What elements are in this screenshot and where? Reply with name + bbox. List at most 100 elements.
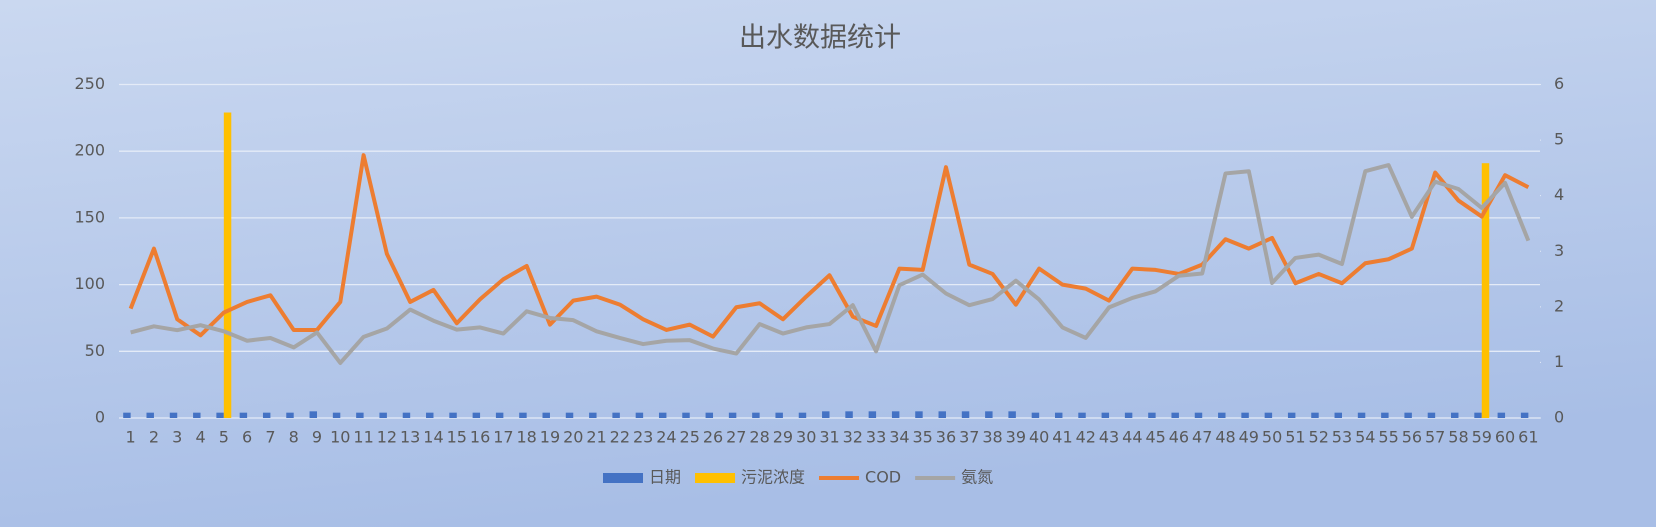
x-tick-label: 22 xyxy=(610,428,630,447)
bar xyxy=(1520,412,1529,418)
x-tick-label: 17 xyxy=(493,428,513,447)
x-tick-label: 57 xyxy=(1425,428,1445,447)
bar xyxy=(1481,163,1490,418)
bar xyxy=(612,412,620,418)
x-tick-label: 51 xyxy=(1285,428,1305,447)
chart-title: 出水数据统计 xyxy=(739,23,901,54)
y2-tick-label: 0 xyxy=(1554,408,1564,427)
bar xyxy=(1218,412,1226,418)
x-tick-label: 3 xyxy=(172,428,182,447)
legend-marker xyxy=(603,473,643,483)
bar xyxy=(356,412,364,418)
x-tick-label: 21 xyxy=(586,428,606,447)
bar xyxy=(1357,412,1366,418)
bar xyxy=(402,412,411,418)
y2-tick-label: 5 xyxy=(1554,130,1564,149)
x-tick-label: 18 xyxy=(516,428,536,447)
x-tick-label: 9 xyxy=(312,428,322,447)
x-tick-label: 36 xyxy=(936,428,956,447)
bar xyxy=(223,112,232,418)
bar xyxy=(193,412,201,418)
x-tick-label: 29 xyxy=(773,428,793,447)
x-tick-label: 46 xyxy=(1169,428,1189,447)
x-tick-label: 10 xyxy=(330,428,350,447)
bar xyxy=(775,412,783,418)
y2-tick-label: 2 xyxy=(1554,296,1564,315)
bar xyxy=(1427,412,1436,418)
bar xyxy=(146,412,154,418)
x-tick-label: 1 xyxy=(126,428,136,447)
bar xyxy=(868,411,877,418)
y-tick-label: 250 xyxy=(74,74,105,93)
x-tick-label: 58 xyxy=(1448,428,1468,447)
x-tick-label: 43 xyxy=(1099,428,1119,447)
bar xyxy=(1031,412,1040,418)
bar xyxy=(309,411,318,418)
line xyxy=(130,163,1531,365)
x-tick-label: 38 xyxy=(982,428,1002,447)
bar xyxy=(123,412,131,418)
bar xyxy=(379,412,387,418)
bar xyxy=(915,411,923,418)
x-tick-label: 16 xyxy=(470,428,490,447)
x-tick-label: 12 xyxy=(377,428,397,447)
x-tick-label: 35 xyxy=(913,428,933,447)
x-tick-label: 15 xyxy=(447,428,467,447)
x-tick-label: 44 xyxy=(1122,428,1142,447)
line xyxy=(128,153,1530,339)
y2-tick-label: 6 xyxy=(1554,74,1564,93)
bar xyxy=(169,412,178,418)
bar xyxy=(985,411,993,418)
legend-label: 污泥浓度 xyxy=(741,468,805,487)
y-tick-label: 150 xyxy=(74,207,105,226)
x-tick-label: 30 xyxy=(796,428,816,447)
bar xyxy=(1404,412,1412,418)
y2-tick-label: 4 xyxy=(1554,185,1564,204)
x-tick-label: 5 xyxy=(219,428,229,447)
x-tick-label: 40 xyxy=(1029,428,1049,447)
bar xyxy=(1241,412,1249,418)
bar xyxy=(705,412,714,418)
bar xyxy=(891,411,900,418)
x-tick-label: 37 xyxy=(959,428,979,447)
bar xyxy=(216,412,224,418)
y-tick-label: 50 xyxy=(85,341,105,360)
bar xyxy=(682,412,690,418)
bar xyxy=(1497,412,1506,418)
x-tick-label: 11 xyxy=(353,428,373,447)
y-tick-label: 200 xyxy=(74,141,105,160)
x-tick-label: 20 xyxy=(563,428,583,447)
x-tick-label: 4 xyxy=(195,428,205,447)
bar xyxy=(449,412,457,418)
x-tick-label: 8 xyxy=(289,428,299,447)
x-tick-label: 23 xyxy=(633,428,653,447)
bar xyxy=(1171,412,1179,418)
bar xyxy=(332,412,341,418)
legend-marker xyxy=(695,473,736,483)
x-tick-label: 25 xyxy=(680,428,700,447)
x-tick-label: 52 xyxy=(1309,428,1329,447)
x-tick-label: 61 xyxy=(1518,428,1538,447)
bar xyxy=(822,411,830,418)
bar xyxy=(845,411,853,418)
bar xyxy=(728,412,737,418)
x-tick-label: 45 xyxy=(1145,428,1165,447)
x-tick-label: 13 xyxy=(400,428,420,447)
bar xyxy=(961,411,970,418)
x-tick-label: 42 xyxy=(1076,428,1096,447)
x-tick-label: 54 xyxy=(1355,428,1375,447)
bar xyxy=(286,412,294,418)
legend-label: COD xyxy=(865,468,901,487)
bar xyxy=(752,412,760,418)
x-tick-label: 41 xyxy=(1052,428,1072,447)
x-tick-label: 32 xyxy=(843,428,863,447)
x-tick-label: 2 xyxy=(149,428,159,447)
bar xyxy=(1311,412,1319,418)
bar xyxy=(1381,412,1389,418)
bar xyxy=(635,412,644,418)
y-tick-label: 0 xyxy=(95,408,105,427)
bar xyxy=(495,412,504,418)
x-tick-label: 14 xyxy=(423,428,443,447)
